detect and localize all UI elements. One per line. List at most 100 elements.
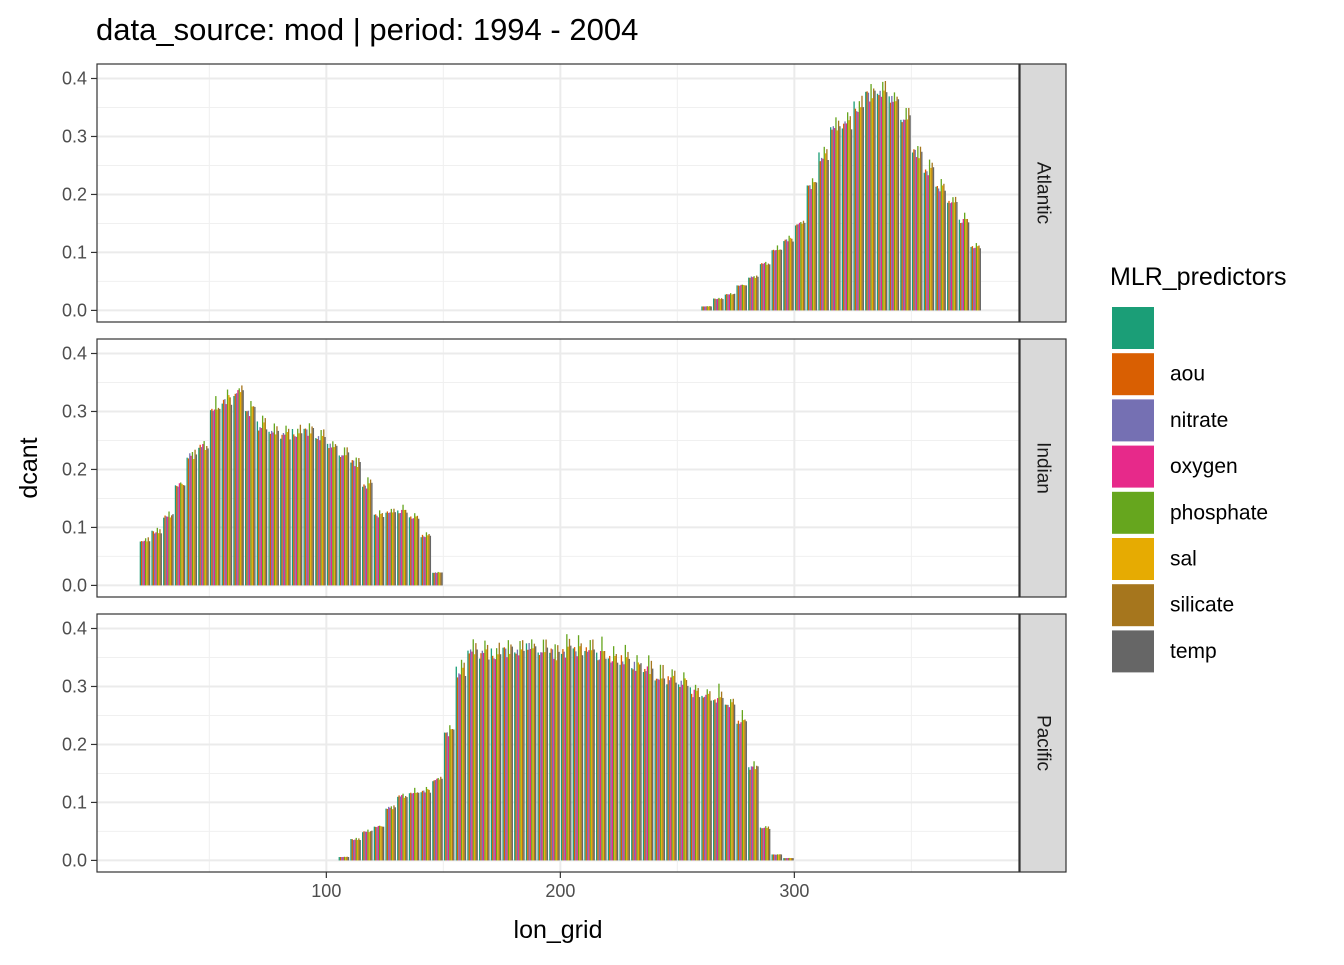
bar	[432, 572, 434, 586]
bar	[421, 790, 424, 861]
bar	[822, 158, 824, 311]
x-axis-title: lon_grid	[514, 916, 603, 944]
bar	[570, 645, 572, 861]
bar	[375, 514, 377, 586]
bar	[451, 729, 454, 861]
y-tick-label: 0.2	[62, 184, 87, 204]
bar	[388, 806, 390, 861]
bar	[731, 702, 733, 861]
bar	[850, 129, 853, 311]
bar	[367, 477, 369, 586]
bar	[139, 541, 142, 586]
panel-atlantic: Atlantic 0.0 0.1 0.2 0.3 0.4	[62, 63, 1067, 323]
bar	[917, 146, 919, 311]
bar	[854, 108, 857, 311]
bar	[264, 418, 266, 586]
bar	[936, 185, 938, 311]
bar	[544, 652, 546, 861]
bars	[701, 81, 981, 311]
bar	[423, 790, 425, 861]
bar	[973, 248, 975, 311]
bar	[169, 517, 172, 586]
bar	[295, 436, 298, 586]
bar	[203, 441, 205, 586]
bar	[186, 457, 188, 586]
bar	[579, 646, 581, 861]
bar	[744, 285, 746, 311]
bar	[603, 651, 606, 861]
bar	[909, 115, 911, 311]
bar	[377, 517, 379, 586]
bar	[438, 572, 441, 586]
bar	[438, 779, 441, 861]
bar	[338, 455, 340, 586]
bar	[358, 838, 360, 861]
bar	[705, 694, 707, 861]
bar	[950, 202, 953, 311]
bar	[610, 662, 612, 861]
bar	[432, 781, 434, 861]
bar	[301, 433, 303, 586]
bar	[774, 854, 776, 861]
bar	[849, 116, 851, 311]
bar	[265, 429, 268, 586]
bar	[897, 99, 900, 311]
bar	[306, 429, 308, 586]
panels: Atlantic0.00.10.20.30.4Indian0.00.10.20.…	[62, 63, 1067, 873]
bar	[535, 646, 537, 861]
bar	[941, 185, 944, 311]
bar	[398, 513, 400, 586]
bar	[772, 854, 775, 861]
bar	[609, 655, 611, 861]
bar	[381, 826, 383, 861]
bar	[519, 641, 521, 861]
bar	[410, 516, 412, 586]
bar	[182, 485, 185, 586]
bar	[401, 509, 403, 586]
bar	[584, 650, 586, 861]
bar	[460, 659, 463, 861]
bar	[225, 404, 227, 586]
bar	[532, 648, 534, 861]
bar	[341, 857, 343, 861]
bar	[276, 426, 278, 586]
bar	[469, 649, 472, 861]
bar	[633, 661, 636, 861]
bar	[788, 857, 790, 861]
bar	[690, 693, 693, 861]
legend-swatch	[1112, 353, 1154, 396]
bar	[355, 837, 357, 861]
bar	[620, 655, 623, 861]
bar	[333, 447, 335, 586]
bar	[352, 460, 355, 586]
bar	[441, 778, 443, 861]
bar	[343, 447, 346, 586]
bar	[684, 678, 686, 861]
bar	[749, 769, 751, 861]
x-axis: 100 200 300	[311, 872, 809, 901]
bar	[698, 697, 701, 861]
bar	[367, 829, 369, 861]
bar	[317, 436, 320, 586]
bar	[190, 455, 192, 586]
bar	[961, 222, 963, 311]
bar	[528, 642, 530, 861]
panel-border	[96, 613, 1020, 873]
bar	[662, 664, 664, 861]
bar	[752, 766, 754, 861]
strip	[1019, 63, 1067, 323]
bar	[823, 146, 825, 311]
bar	[710, 700, 712, 861]
bar	[719, 697, 721, 861]
bar	[237, 390, 239, 586]
bar	[159, 529, 161, 586]
bar	[291, 428, 294, 586]
bar	[447, 736, 450, 861]
bar	[415, 516, 417, 586]
bar	[181, 483, 183, 586]
bar	[928, 159, 931, 311]
bar	[549, 652, 551, 861]
bar	[668, 680, 671, 861]
bar	[791, 858, 793, 861]
bar	[775, 854, 777, 861]
